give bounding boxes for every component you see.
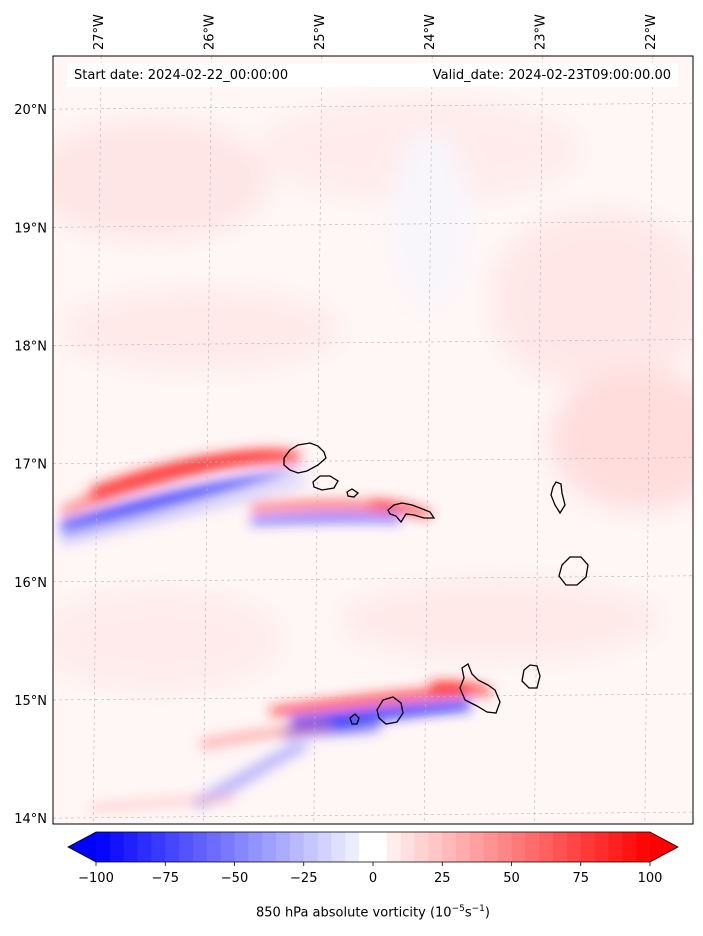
island-sao-vicente [312,475,339,491]
colorbar-bin [483,832,499,862]
latitude-tick-label: 16°N [14,576,47,591]
colorbar-bin [428,832,443,862]
island-brava [349,713,360,725]
parallel-line [53,457,693,464]
latitude-tick-label: 20°N [14,103,47,118]
colorbar-tick-label: 75 [572,871,589,886]
colorbar-bin [539,832,554,862]
colorbar-bin [414,832,429,862]
map-border [52,55,694,825]
colorbar-bin [317,832,332,862]
colorbar-bin [137,832,152,862]
meridian-line [423,56,433,824]
longitude-axis: 27°W 26°W 25°W 24°W 23°W 22°W [92,14,659,50]
latitude-tick-label: 17°N [14,458,47,473]
colorbar-bin [289,832,305,862]
colorbar-extend-max [650,832,678,862]
colorbar-bin [580,832,596,862]
colorbar-tick-label: 100 [638,871,663,886]
colorbar-title: 850 hPa absolute vorticity (10−5s−1) [256,904,490,921]
latitude-tick-label: 15°N [14,694,47,709]
colorbar-bin [206,832,222,862]
colorbar-bin [123,832,139,862]
island-sal [550,481,566,515]
colorbar-tick-label: −75 [152,871,179,886]
colorbar-bin [276,832,291,862]
parallel-line [53,811,693,819]
colorbar-bin [96,832,111,862]
meridian-line [313,56,323,824]
colorbar-bin [553,832,568,862]
colorbar-bin [234,832,249,862]
valid-date-label: Valid_date: 2024-02-23T09:00:00.00 [433,68,671,83]
colorbar-bin [442,832,457,862]
colorbar-bin [594,832,609,862]
colorbar-tick-label: −100 [78,871,114,886]
parallel-line [53,221,693,228]
meridian-line [92,56,102,824]
coastlines [283,442,589,725]
longitude-tick-label: 25°W [313,14,328,50]
colorbar: −100 −75 −50 −25 0 25 50 75 100 [67,831,679,886]
latitude-tick-label: 18°N [14,339,47,354]
colorbar-bin [345,832,360,862]
longitude-tick-label: 27°W [92,14,107,50]
island-sao-nicolau [387,502,436,524]
island-santiago [459,663,501,714]
colorbar-bin [151,832,166,862]
colorbar-bin [262,832,277,862]
colorbar-bin [248,832,263,862]
colorbar-bin [400,832,416,862]
island-maio [521,664,541,689]
colorbar-extend-min [68,832,96,862]
colorbar-bin [331,832,346,862]
colorbar-bin [525,832,540,862]
island-santa-luzia [346,488,360,498]
colorbar-bin [456,832,471,862]
colorbar-bin [192,832,208,862]
latitude-tick-label: 14°N [14,812,47,827]
longitude-tick-label: 23°W [534,14,549,50]
date-box [67,63,678,87]
parallel-line [53,102,693,110]
colorbar-bin [566,832,582,862]
start-date-label: Start date: 2024-02-22_00:00:00 [74,68,288,83]
parallel-line [53,575,693,583]
latitude-axis: 20°N 19°N 18°N 17°N 16°N 15°N 14°N [14,103,47,827]
colorbar-bin [622,832,637,862]
vorticity-field [53,100,693,812]
island-fogo [376,696,404,725]
colorbar-bin [179,832,194,862]
island-boa-vista [558,556,589,586]
colorbar-tick-label: −50 [221,871,248,886]
colorbar-tick-label: 50 [503,871,520,886]
colorbar-bin [303,832,319,862]
colorbar-bin [359,832,374,862]
colorbar-bin [109,832,125,862]
colorbar-bin [608,832,623,862]
longitude-tick-label: 24°W [423,14,438,50]
meridian-line [203,56,212,824]
colorbar-bin [636,832,651,862]
meridian-line [534,56,543,824]
colorbar-bin [511,832,526,862]
longitude-tick-label: 26°W [202,14,217,50]
island-santo-antao [283,442,327,474]
graticule [53,56,693,824]
colorbar-tick-label: 25 [434,871,451,886]
colorbar-bin [469,832,485,862]
colorbar-bin [386,832,402,862]
meridian-line [644,56,654,824]
parallel-line [53,693,693,701]
colorbar-bin [220,832,235,862]
longitude-tick-label: 22°W [644,14,659,50]
colorbar-bin [165,832,180,862]
colorbar-bin [373,832,388,862]
colorbar-tick-label: 0 [369,871,377,886]
latitude-tick-label: 19°N [14,221,47,236]
parallel-line [53,339,693,346]
colorbar-tick-label: −25 [290,871,317,886]
colorbar-bin [497,832,512,862]
